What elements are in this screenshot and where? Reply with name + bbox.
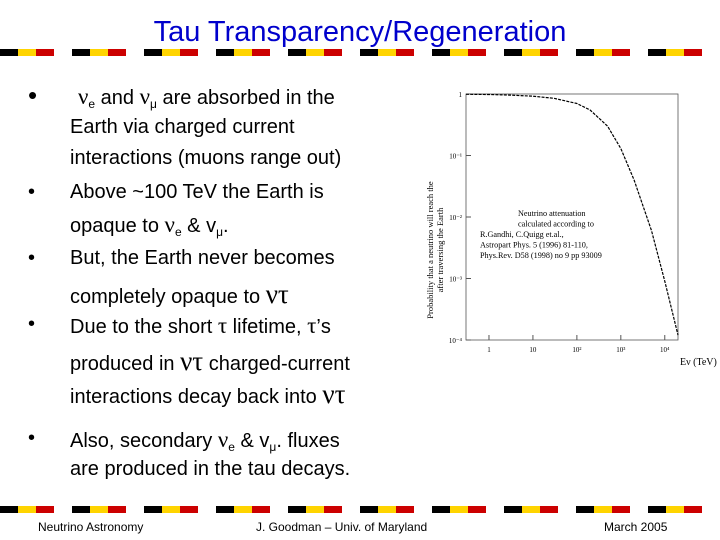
annotation-line: Phys.Rev. D58 (1998) no 9 pp 93009	[480, 251, 602, 260]
bullet-text: τ	[307, 313, 317, 338]
bullet-marker: •	[28, 181, 36, 203]
figure-xlabel: Eν (TeV)	[680, 357, 717, 368]
bullet-text: μ	[216, 225, 223, 239]
annotation-line: R.Gandhi, C.Quigg et.al.,	[480, 230, 564, 239]
bullet-text: charged-current	[203, 353, 350, 375]
bullet-line: interactions (muons range out)	[70, 147, 341, 170]
bullet-line: Earth via charged current	[70, 116, 295, 139]
y-tick-label: 10⁻¹	[449, 153, 462, 161]
bullet-text: e	[88, 97, 96, 111]
y-tick-label: 1	[459, 91, 463, 99]
x-tick-label: 10⁴	[660, 346, 670, 354]
bullet-marker: •	[28, 247, 36, 269]
bullet-text: . fluxes	[276, 430, 340, 452]
bullet-text: lifetime,	[227, 316, 308, 338]
footer-right: March 2005	[604, 520, 668, 534]
bullet-line: But, the Earth never becomes	[70, 247, 335, 270]
bullet-text: τ	[217, 313, 228, 338]
slide-title: Tau Transparency/Regeneration	[153, 16, 567, 48]
y-tick-label: 10⁻⁴	[449, 337, 463, 345]
bullet-text: completely opaque to	[70, 286, 266, 308]
bullet-text: and	[95, 87, 140, 109]
y-tick-label: 10⁻²	[449, 214, 462, 222]
annotation-line: calculated according to	[518, 220, 594, 229]
bullet-marker: •	[28, 313, 36, 335]
bullet-line: Also, secondary νe & vμ. fluxes	[70, 427, 340, 454]
bullet-text: ’s	[316, 316, 331, 338]
figure-ylabel: Probability that a neutrino will reach t…	[425, 181, 445, 319]
bullet-line: Due to the short τ lifetime, τ’s	[70, 313, 331, 339]
annotation-line: Astropart Phys. 5 (1996) 81-110,	[480, 241, 588, 250]
figure-annotation: Neutrino attenuation calculated according…	[480, 209, 602, 260]
footer-stripe	[0, 506, 720, 513]
x-tick-label: 10³	[616, 346, 625, 354]
bullet-text: Earth via charged current	[70, 116, 295, 138]
bullet-text: produced in	[70, 353, 181, 375]
x-tick-label: 1	[487, 346, 491, 354]
bullet-text: ντ	[322, 379, 346, 409]
bullet-text: are produced in the tau decays.	[70, 458, 351, 480]
bullet-line: opaque to νe & vμ.	[70, 212, 229, 239]
bullet-text: ν	[164, 212, 175, 237]
bullet-text: ντ	[265, 279, 289, 309]
bullet-text: μ	[269, 440, 277, 454]
y-tick-label: 10⁻³	[449, 276, 462, 284]
bullet-line: completely opaque to ντ	[70, 279, 289, 310]
bullet-text: opaque to	[70, 215, 165, 237]
y-axis: 1 10⁻¹ 10⁻² 10⁻³ 10⁻⁴	[449, 91, 471, 345]
annotation-line: Neutrino attenuation	[518, 209, 586, 218]
x-axis: 1 10 10² 10³ 10⁴	[487, 335, 670, 354]
header-stripe	[0, 49, 720, 56]
bullet-line: νe and νμ are absorbed in the	[78, 84, 335, 111]
bullet-text: Above ~100 TeV the Earth is	[70, 181, 324, 203]
bullet-text: e	[174, 225, 182, 239]
bullet-text: interactions decay back into	[70, 386, 323, 408]
bullet-line: Above ~100 TeV the Earth is	[70, 181, 324, 204]
bullet-text: ντ	[180, 346, 204, 376]
bullet-line: produced in ντ charged-current	[70, 346, 350, 377]
bullet-text: .	[223, 215, 229, 237]
bullet-text: &	[181, 215, 207, 237]
bullet-text: e	[228, 440, 235, 454]
bullet-text: But, the Earth never becomes	[70, 247, 335, 269]
bullet-text: v	[259, 430, 270, 452]
footer-center: J. Goodman – Univ. of Maryland	[256, 520, 428, 534]
bullet-text: ν	[78, 84, 89, 109]
bullet-line: are produced in the tau decays.	[70, 458, 350, 481]
bullet-line: interactions decay back into ντ	[70, 379, 345, 410]
x-tick-label: 10²	[572, 346, 581, 354]
figure-ylabel-line1: Probability that a neutrino will reach t…	[425, 181, 435, 319]
attenuation-figure: Probability that a neutrino will reach t…	[425, 91, 717, 368]
footer-left: Neutrino Astronomy	[38, 520, 144, 534]
attenuation-curve	[465, 93, 679, 336]
bullet-text: interactions (muons range out)	[70, 147, 342, 169]
bullet-text: ν	[217, 427, 229, 452]
bullet-text: &	[234, 430, 260, 452]
bullet-text: are absorbed in the	[156, 87, 335, 109]
x-tick-label: 10	[529, 346, 537, 354]
figure-ylabel-line2: after traversing the Earth	[435, 207, 445, 292]
bullet-text: μ	[149, 97, 157, 111]
bullet-text: Also, secondary	[70, 430, 218, 452]
bullet-text: Due to the short	[70, 316, 218, 338]
bullet-marker: •	[28, 80, 38, 110]
bullet-text: ν	[139, 84, 150, 109]
bullet-text: v	[206, 215, 217, 237]
bullet-marker: •	[28, 427, 36, 449]
